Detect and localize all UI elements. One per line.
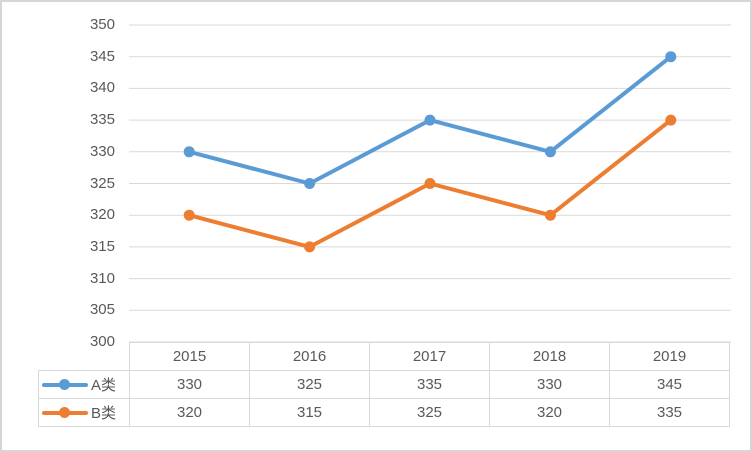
y-tick-label: 300 [89, 333, 115, 350]
data-point-marker [544, 146, 556, 158]
plot-area [129, 24, 731, 343]
value-cell: 325 [249, 370, 370, 399]
table-corner-cell [39, 343, 130, 371]
table-row-series-b: B类 320 315 325 320 335 [38, 398, 730, 427]
y-tick-label: 310 [89, 269, 115, 287]
y-tick-label: 330 [89, 142, 115, 160]
data-point-marker [665, 51, 677, 63]
series-b-label: B类 [91, 405, 117, 422]
y-tick-label: 345 [89, 47, 115, 65]
value-cell: 335 [609, 398, 730, 427]
legend-cell-series-b: B类 [38, 398, 130, 427]
y-tick-label: 305 [89, 301, 115, 319]
y-tick-label: 325 [89, 174, 115, 192]
year-header-cell: 2019 [609, 342, 730, 371]
data-point-marker [304, 241, 316, 253]
year-header-cell: 2017 [369, 342, 490, 371]
value-cell: 345 [609, 370, 730, 399]
year-header-cell: 2015 [129, 342, 250, 371]
year-header-cell: 2016 [249, 342, 370, 371]
y-tick-label: 350 [89, 16, 115, 33]
series-b-line-marker-icon [42, 407, 88, 418]
data-point-marker [544, 209, 556, 221]
data-point-marker [424, 178, 436, 189]
value-cell: 325 [369, 398, 490, 427]
table-row-series-a: A类 330 325 335 330 345 [38, 370, 730, 399]
y-tick-label: 335 [89, 111, 115, 129]
data-point-marker [183, 146, 195, 158]
y-tick-label: 340 [89, 79, 115, 97]
value-cell: 320 [129, 398, 250, 427]
data-table: 2015 2016 2017 2018 2019 A类 330 325 3 [38, 342, 730, 427]
value-cell: 330 [129, 370, 250, 399]
data-point-marker [665, 114, 677, 126]
data-point-marker [183, 209, 195, 221]
data-point-marker [304, 178, 316, 189]
data-point-marker [424, 114, 436, 126]
y-tick-label: 320 [89, 206, 115, 224]
series-a-line-marker-icon [42, 379, 88, 390]
value-cell: 330 [489, 370, 610, 399]
legend-cell-series-a: A类 [38, 370, 130, 399]
year-header-cell: 2018 [489, 342, 610, 371]
value-cell: 320 [489, 398, 610, 427]
value-cell: 335 [369, 370, 490, 399]
y-axis-labels: 350 345 340 335 330 325 320 315 310 305 300 [2, 2, 115, 450]
y-tick-label: 315 [89, 237, 115, 255]
series-a-label: A类 [91, 377, 117, 394]
table-header-row: 2015 2016 2017 2018 2019 [39, 342, 730, 371]
value-cell: 315 [249, 398, 370, 427]
